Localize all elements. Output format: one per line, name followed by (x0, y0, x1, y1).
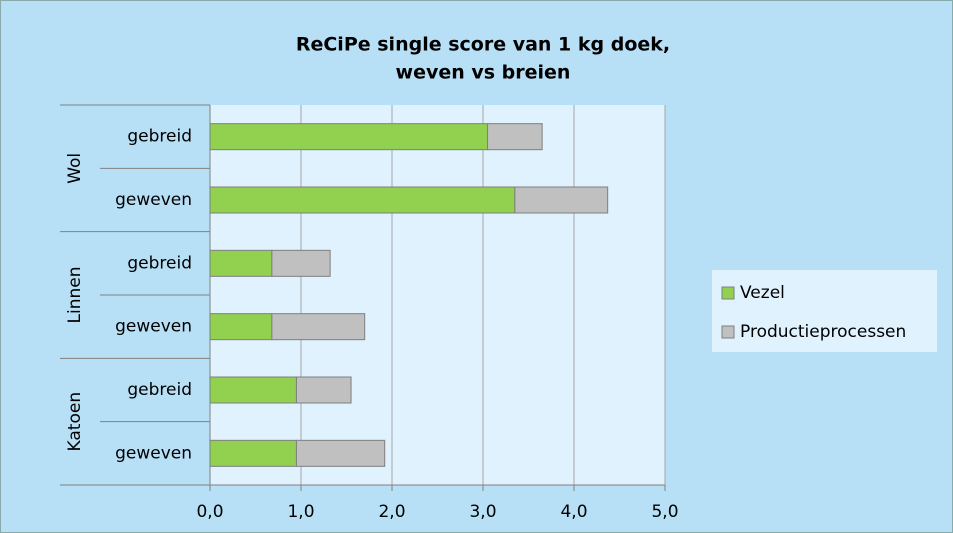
x-tick-label: 0,0 (196, 502, 223, 522)
legend-swatch (721, 286, 735, 300)
y-tick-label: gebreid (127, 253, 192, 273)
x-tick-label: 4,0 (560, 502, 587, 522)
y-tick-label: geweven (115, 443, 192, 463)
chart-title: ReCiPe single score van 1 kg doek, (296, 34, 670, 56)
x-tick-label: 1,0 (287, 502, 314, 522)
bar-segment (487, 123, 543, 151)
legend (712, 270, 937, 352)
bar-segment (209, 249, 273, 277)
legend-label: Productieprocessen (740, 322, 906, 342)
x-tick-label: 2,0 (378, 502, 405, 522)
bar-segment (271, 249, 331, 277)
plot-area (210, 105, 665, 485)
bar-segment (209, 123, 489, 151)
group-label: Linnen (65, 267, 85, 324)
bar-segment (209, 376, 297, 404)
y-tick-label: gebreid (127, 380, 192, 400)
y-tick-label: geweven (115, 190, 192, 210)
chart-title: weven vs breien (396, 62, 571, 84)
bar-segment (514, 186, 609, 214)
group-label: Katoen (65, 392, 85, 452)
bar-segment (271, 313, 366, 341)
legend-label: Vezel (740, 283, 785, 303)
bar-segment (295, 439, 386, 467)
bar-segment (209, 313, 273, 341)
group-label: Wol (65, 153, 85, 184)
y-tick-label: gebreid (127, 127, 192, 147)
bar-segment (295, 376, 352, 404)
x-tick-label: 3,0 (469, 502, 496, 522)
x-tick-label: 5,0 (651, 502, 678, 522)
bar-segment (209, 186, 516, 214)
legend-swatch (721, 325, 735, 339)
bar-segment (209, 439, 297, 467)
y-tick-label: geweven (115, 317, 192, 337)
